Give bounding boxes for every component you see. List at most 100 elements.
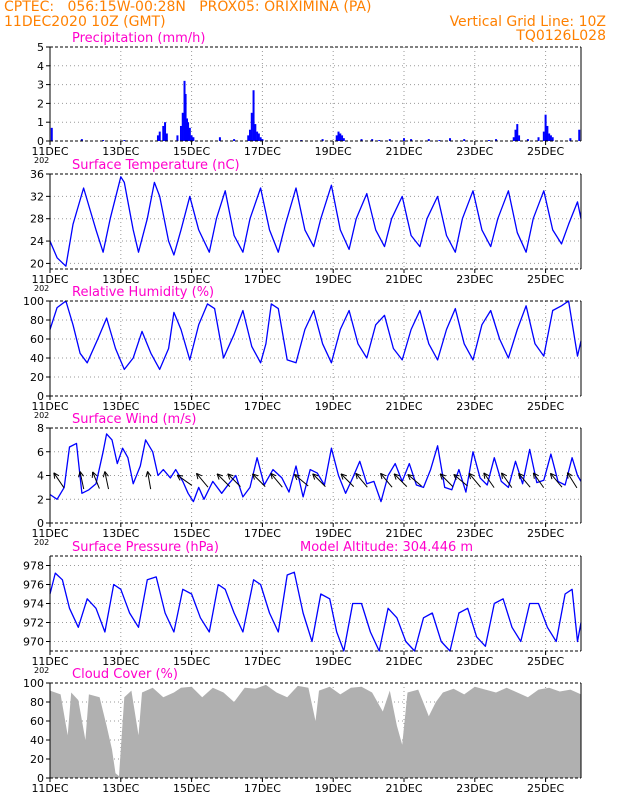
precip-bar <box>342 138 345 141</box>
x-tick-label: 17DEC <box>244 782 281 795</box>
wind-arrow <box>407 473 422 487</box>
wind-arrow <box>380 472 393 488</box>
panel-title: Relative Humidity (%) <box>72 285 214 300</box>
precip-bar <box>548 133 551 141</box>
precip-bar <box>526 139 529 141</box>
model-code: TQ0126L028 <box>516 28 606 44</box>
precip-bar <box>254 124 257 141</box>
x-tick-label: 19DEC <box>315 527 352 540</box>
panel-title: Precipitation (mm/h) <box>72 31 205 46</box>
x-tick-label: 19DEC <box>315 400 352 413</box>
precip-bar <box>185 118 188 141</box>
x-tick-label: 11DEC <box>31 145 68 158</box>
y-tick-label: 4 <box>37 470 44 483</box>
precip-bar <box>158 131 161 141</box>
x-tick-label: 13DEC <box>102 273 139 286</box>
temperature-panel: 20 24 28 32 36 11DEC 13DEC 15DEC 17DEC 19DEC 21DEC… <box>30 158 582 293</box>
y-tick-label: 3 <box>37 79 44 92</box>
humidity-line <box>49 300 582 371</box>
x-tick-label: 23DEC <box>456 273 493 286</box>
precip-bar <box>179 125 182 141</box>
precip-bar <box>184 94 187 141</box>
x-tick-label: 23DEC <box>456 782 493 795</box>
precip-bar <box>569 138 572 141</box>
x-tick-label: 25DEC <box>527 655 564 668</box>
grid-note: Vertical Grid Line: 10Z <box>449 14 606 30</box>
wind-line <box>49 433 582 503</box>
y-tick-label: 80 <box>30 314 44 327</box>
x-tick-label: 25DEC <box>527 527 564 540</box>
panel-title: Surface Pressure (hPa) <box>72 540 219 555</box>
precip-bar <box>495 139 498 141</box>
precip-bar <box>438 140 441 141</box>
precip-bar <box>487 140 490 141</box>
pressure-line <box>49 571 582 652</box>
precip-bar <box>188 127 191 141</box>
precip-bar <box>463 139 466 141</box>
x-tick-label: 21DEC <box>385 145 422 158</box>
y-tick-label: 2 <box>37 97 44 110</box>
y-tick-label: 40 <box>30 734 44 747</box>
x-tick-label: 15DEC <box>173 527 210 540</box>
y-tick-label: 24 <box>30 235 44 248</box>
y-tick-label: 4 <box>37 60 44 73</box>
wind-arrow <box>145 471 152 490</box>
x-tick-label: 15DEC <box>173 273 210 286</box>
precip-bar <box>341 135 344 141</box>
y-tick-label: 970 <box>23 636 44 649</box>
x-tick-label: 19DEC <box>315 145 352 158</box>
model-altitude: Model Altitude: 304.446 m <box>300 540 473 555</box>
header-line1: CPTEC: 056:15W-00:28N PROX05: ORIXIMINA … <box>4 0 372 15</box>
cloud-panel: 0 20 40 60 80 100 11DEC 13DEC 15DEC 17DEC 19DEC 21D… <box>23 667 582 795</box>
wind-arrow <box>53 472 65 488</box>
wind-arrow <box>227 473 241 487</box>
precip-bar <box>190 135 193 141</box>
x-tick-label: 21DEC <box>385 527 422 540</box>
precip-bar <box>181 112 184 141</box>
panel-title: Surface Temperature (nC) <box>72 158 240 173</box>
precip-bar <box>542 131 545 141</box>
wind-arrow <box>483 472 495 488</box>
precip-bar <box>162 125 165 141</box>
year-stub: 202 <box>34 538 49 547</box>
x-tick-label: 11DEC <box>31 400 68 413</box>
wind-arrow <box>518 472 531 488</box>
y-tick-label: 20 <box>30 371 44 384</box>
precip-bar <box>183 80 186 141</box>
y-tick-label: 5 <box>37 41 44 54</box>
y-tick-label: 974 <box>23 598 44 611</box>
wind-arrow <box>468 472 481 488</box>
precip-bar <box>247 135 250 141</box>
x-tick-label: 25DEC <box>527 145 564 158</box>
x-tick-label: 15DEC <box>173 400 210 413</box>
precip-bar <box>427 139 430 141</box>
precip-bar <box>516 124 519 141</box>
wind-arrow <box>176 474 193 486</box>
y-tick-label: 60 <box>30 333 44 346</box>
wind-arrow <box>91 471 100 489</box>
year-stub: 202 <box>34 666 49 675</box>
header-line2: 11DEC2020 10Z (GMT) <box>4 14 166 30</box>
x-tick-label: 19DEC <box>315 782 352 795</box>
precip-bar <box>403 138 405 141</box>
precip-bar <box>156 135 159 141</box>
precip-bar <box>259 137 262 141</box>
x-tick-label: 17DEC <box>244 400 281 413</box>
y-tick-label: 978 <box>23 560 44 573</box>
y-tick-label: 20 <box>30 257 44 270</box>
x-tick-label: 13DEC <box>102 145 139 158</box>
precip-bar <box>337 131 340 141</box>
y-tick-label: 976 <box>23 579 44 592</box>
x-tick-label: 25DEC <box>527 782 564 795</box>
x-tick-label: 13DEC <box>102 782 139 795</box>
precip-bar <box>339 133 342 141</box>
precip-bar <box>102 140 105 141</box>
wind-arrow <box>270 472 283 488</box>
y-tick-label: 100 <box>23 677 44 690</box>
panel-title: Cloud Cover (%) <box>72 667 178 682</box>
year-stub: 202 <box>34 156 49 165</box>
precip-bar <box>371 139 374 141</box>
precip-bar <box>546 125 549 141</box>
y-tick-label: 6 <box>37 446 44 459</box>
